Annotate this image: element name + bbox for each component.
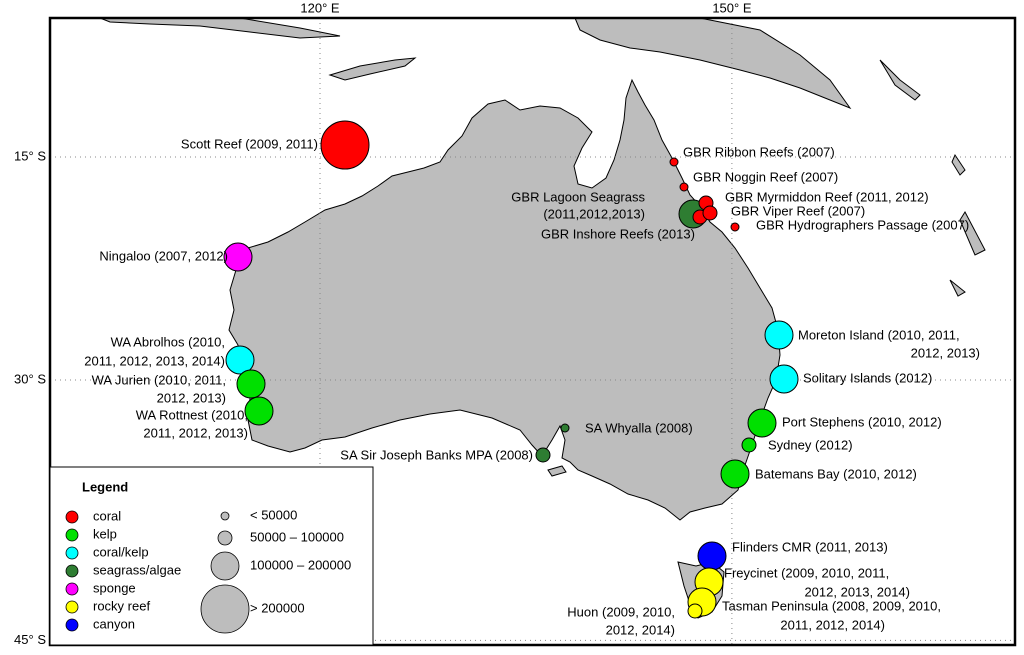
- australia: [228, 78, 781, 521]
- legend-size-label: 100000 – 200000: [250, 557, 351, 572]
- site-label: Freycinet (2009, 2010, 2011,: [724, 565, 889, 580]
- site-marker: [679, 182, 689, 192]
- legend-swatch: [65, 564, 79, 578]
- legend-swatch: [65, 528, 79, 542]
- site-marker: [669, 157, 679, 167]
- legend: Legend coral kelp coral/kelp seagrass/algae…: [49, 466, 374, 646]
- site-label: Batemans Bay (2010, 2012): [755, 466, 917, 481]
- new-guinea: [574, 17, 852, 110]
- site-marker: [769, 364, 799, 394]
- site-label: Tasman Peninsula (2008, 2009, 2010,: [722, 598, 941, 613]
- site-marker: [687, 603, 703, 619]
- site-label: 2012, 2013): [157, 390, 226, 405]
- legend-label: coral/kelp: [93, 544, 149, 559]
- site-marker: [697, 541, 727, 571]
- site-label: Ningaloo (2007, 2012): [99, 248, 228, 263]
- site-label: Flinders CMR (2011, 2013): [732, 539, 888, 554]
- legend-label: rocky reef: [93, 598, 150, 613]
- site-marker: [747, 408, 777, 438]
- site-marker: [244, 396, 274, 426]
- lon-tick-label: 120° E: [300, 0, 340, 15]
- site-label: 2011, 2012, 2014): [780, 617, 885, 632]
- legend-title: Legend: [82, 479, 128, 494]
- site-label: Scott Reef (2009, 2011): [181, 136, 318, 151]
- map-frame: [48, 16, 1017, 647]
- legend-label: sponge: [93, 580, 136, 595]
- lat-tick-label: 30° S: [14, 371, 46, 386]
- site-marker: [702, 205, 718, 221]
- site-label: Sydney (2012): [768, 437, 853, 452]
- site-marker: [223, 242, 253, 272]
- site-label: WA Abrolhos (2010,: [111, 334, 225, 349]
- site-label: GBR Lagoon Seagrass: [511, 189, 645, 204]
- site-label: 2011, 2012, 2013): [143, 425, 248, 440]
- land: [99, 17, 986, 619]
- site-label: SA Whyalla (2008): [585, 420, 693, 435]
- islands: [99, 17, 341, 39]
- site-label: Huon (2009, 2010,: [567, 604, 675, 619]
- legend-size-label: < 50000: [250, 507, 297, 522]
- legend-swatch: [65, 510, 79, 524]
- legend-label: coral: [93, 508, 121, 523]
- site-marker: [320, 120, 370, 170]
- site-label: GBR Ribbon Reefs (2007): [683, 144, 835, 159]
- site-label: GBR Viper Reef (2007): [731, 203, 865, 218]
- timor: [328, 57, 417, 81]
- site-marker: [225, 345, 255, 375]
- legend-label: seagrass/algae: [93, 562, 181, 577]
- lat-tick-label: 45° S: [14, 632, 46, 647]
- legend-size: [217, 530, 233, 546]
- legend-swatch: [65, 546, 79, 560]
- site-marker: [535, 447, 551, 463]
- islands: [879, 59, 986, 297]
- sites: [223, 120, 799, 619]
- site-marker: [720, 459, 750, 489]
- legend-size-label: 50000 – 100000: [250, 529, 344, 544]
- site-marker: [730, 222, 740, 232]
- site-label: GBR Myrmiddon Reef (2011, 2012): [725, 189, 929, 204]
- site-label: WA Jurien (2010, 2011,: [92, 372, 226, 387]
- legend-label: canyon: [93, 616, 135, 631]
- site-label: (2011,2012,2013): [543, 206, 645, 221]
- legend-size: [220, 511, 230, 521]
- legend-swatch: [65, 600, 79, 614]
- site-marker: [560, 423, 570, 433]
- site-marker: [764, 320, 794, 350]
- site-label: GBR Noggin Reef (2007): [693, 169, 838, 184]
- site-label: Port Stephens (2010, 2012): [782, 414, 942, 429]
- site-label: Solitary Islands (2012): [803, 370, 932, 385]
- legend-swatch: [65, 582, 79, 596]
- site-label: SA Sir Joseph Banks MPA (2008): [340, 447, 533, 462]
- site-label: 2012, 2014): [606, 622, 675, 637]
- lat-tick-label: 15° S: [14, 148, 46, 163]
- site-label: 2012, 2013): [911, 345, 980, 360]
- lon-tick-label: 150° E: [712, 0, 752, 15]
- legend-size-label: > 200000: [250, 600, 305, 615]
- site-label: GBR Inshore Reefs (2013): [541, 226, 695, 241]
- site-label: GBR Hydrographers Passage (2007): [756, 217, 969, 232]
- site-label: WA Rottnest (2010,: [136, 407, 248, 422]
- site-label: 2012, 2013, 2014): [804, 584, 910, 599]
- site-label: 2011, 2012, 2013, 2014): [84, 353, 225, 368]
- site-label: Moreton Island (2010, 2011,: [798, 327, 960, 342]
- legend-size: [200, 584, 250, 634]
- site-marker: [741, 437, 757, 453]
- legend-size: [210, 551, 240, 581]
- legend-label: kelp: [93, 526, 117, 541]
- kangaroo-island: [547, 465, 567, 477]
- legend-swatch: [65, 618, 79, 632]
- site-marker: [236, 369, 266, 399]
